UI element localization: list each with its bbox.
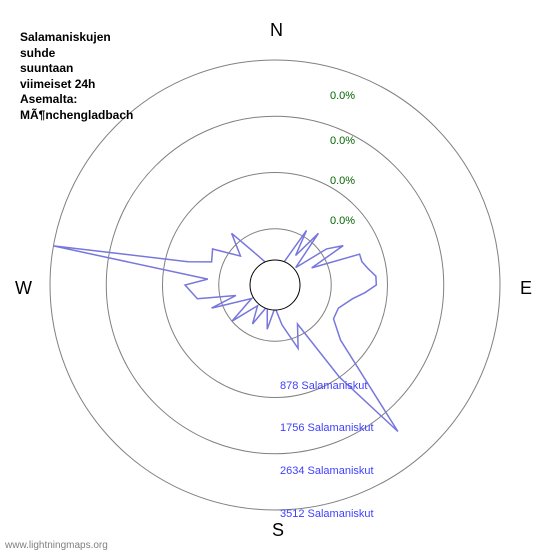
cardinal-S: S <box>272 520 284 541</box>
cardinal-W: W <box>15 278 32 299</box>
title-line: MÃ¶nchengladbach <box>20 108 133 124</box>
pct-label: 0.0% <box>330 215 355 227</box>
pct-label: 0.0% <box>330 90 355 102</box>
cardinal-E: E <box>520 278 532 299</box>
title-line: suhde <box>20 46 133 62</box>
pct-label: 0.0% <box>330 135 355 147</box>
ring-label: 2634 Salamaniskut <box>280 465 374 477</box>
pct-label: 0.0% <box>330 175 355 187</box>
cardinal-N: N <box>270 20 283 41</box>
title-line: Salamaniskujen <box>20 30 133 46</box>
ring-label: 1756 Salamaniskut <box>280 422 374 434</box>
footer-credit: www.lightningmaps.org <box>5 540 108 551</box>
ring-label: 3512 Salamaniskut <box>280 508 374 520</box>
title-line: suuntaan <box>20 61 133 77</box>
chart-title: Salamaniskujensuhdesuuntaanviimeiset 24h… <box>20 30 133 124</box>
title-line: Asemalta: <box>20 92 133 108</box>
ring-label: 878 Salamaniskut <box>280 380 367 392</box>
title-line: viimeiset 24h <box>20 77 133 93</box>
